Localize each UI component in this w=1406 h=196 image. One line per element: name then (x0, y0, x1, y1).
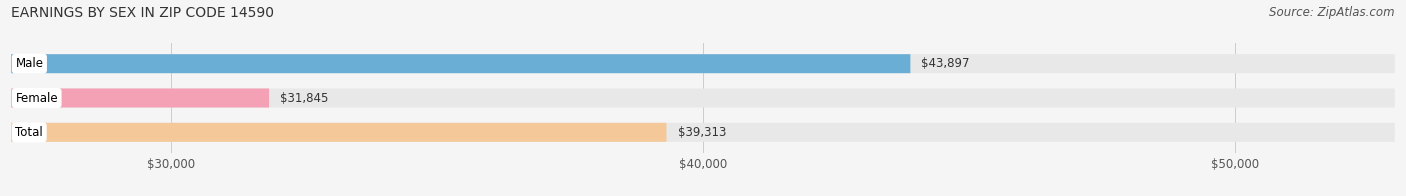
Text: EARNINGS BY SEX IN ZIP CODE 14590: EARNINGS BY SEX IN ZIP CODE 14590 (11, 6, 274, 20)
FancyBboxPatch shape (11, 123, 1395, 142)
FancyBboxPatch shape (11, 123, 666, 142)
Text: Total: Total (15, 126, 44, 139)
FancyBboxPatch shape (11, 89, 269, 107)
FancyBboxPatch shape (11, 54, 1395, 73)
Text: Source: ZipAtlas.com: Source: ZipAtlas.com (1270, 6, 1395, 19)
Text: $43,897: $43,897 (921, 57, 970, 70)
FancyBboxPatch shape (11, 54, 910, 73)
Text: Male: Male (15, 57, 44, 70)
FancyBboxPatch shape (11, 89, 1395, 107)
Text: $31,845: $31,845 (280, 92, 329, 104)
Text: $39,313: $39,313 (678, 126, 725, 139)
Text: Female: Female (15, 92, 58, 104)
